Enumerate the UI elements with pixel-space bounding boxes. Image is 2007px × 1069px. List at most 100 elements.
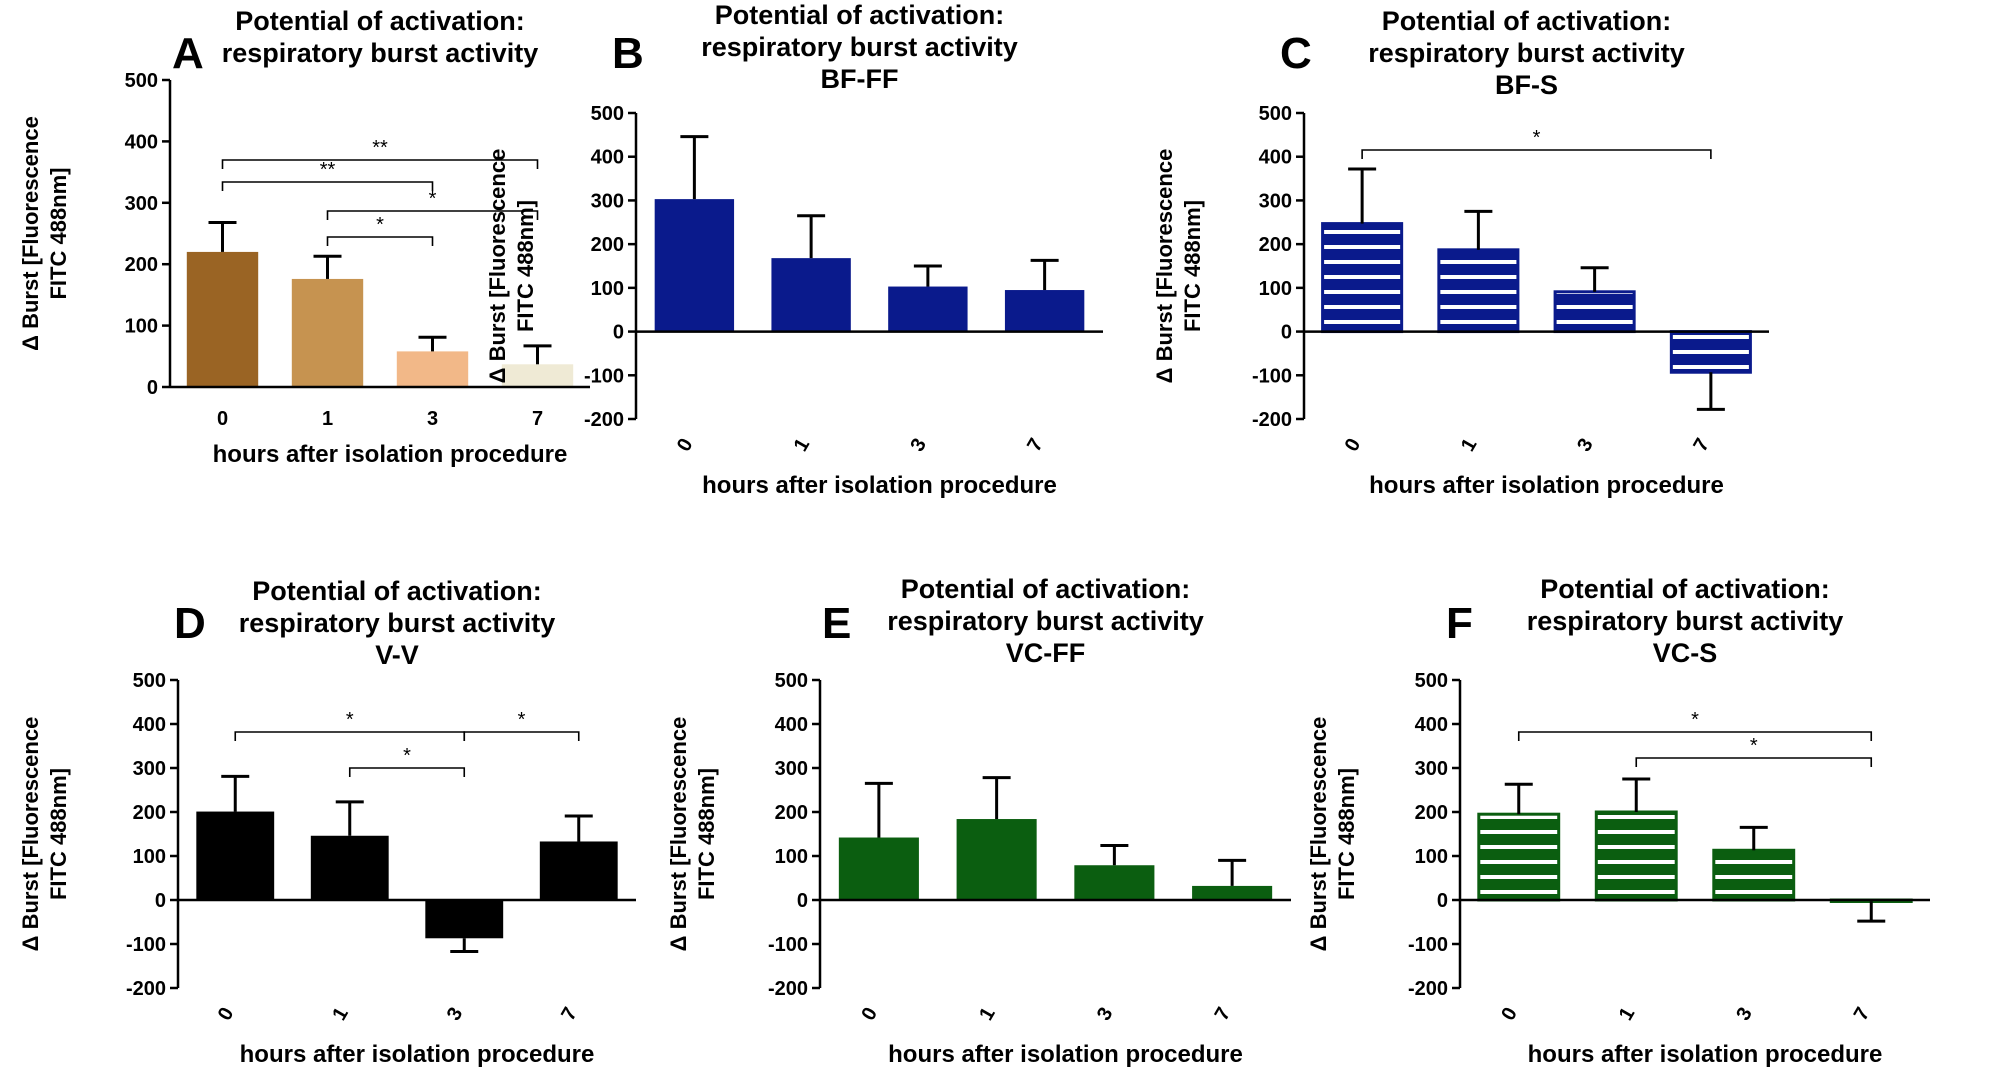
x-axis-label-f: hours after isolation procedure: [1528, 1041, 1883, 1068]
significance-bracket-d: [234, 731, 466, 741]
panel-e: E Potential of activation:respiratory bur…: [666, 574, 1291, 1068]
y-tick-label-f: 500: [1415, 670, 1448, 692]
y-tick-label-a: 400: [125, 131, 158, 153]
panel-d: D Potential of activation:respiratory bur…: [18, 576, 636, 1068]
panel-c: C Potential of activation:respiratory bur…: [1152, 6, 1769, 499]
y-tick-label-c: -100: [1252, 365, 1292, 387]
x-tick-label-a-1: 1: [322, 408, 333, 430]
y-axis-label-a-line2: FITC 488nm]: [46, 167, 71, 299]
chart-title-e-line2: respiratory burst activity: [887, 606, 1204, 636]
panel-letter-d: D: [174, 599, 206, 648]
y-tick-label-a: 0: [147, 377, 158, 399]
bar-c-0: [1321, 222, 1404, 334]
y-tick-label-b: -100: [584, 365, 624, 387]
chart-title-e-line3: VC-FF: [1006, 638, 1085, 668]
y-tick-label-b: 200: [591, 234, 624, 256]
chart-title-d-line1: Potential of activation:: [252, 576, 542, 606]
y-tick-label-e: 500: [775, 670, 808, 692]
x-tick-label-d-3: 3: [443, 1004, 468, 1025]
x-tick-label-b-0: 0: [673, 435, 698, 456]
x-tick-label-a-3: 3: [427, 408, 438, 430]
chart-title-f-line2: respiratory burst activity: [1527, 606, 1844, 636]
y-tick-label-b: -200: [584, 409, 624, 431]
significance-bracket-a: [326, 210, 539, 220]
x-tick-label-c-0: 0: [1341, 435, 1366, 456]
x-tick-label-a-7: 7: [532, 408, 543, 430]
y-axis-label-c-line1: Δ Burst [Fluorescence: [1152, 149, 1177, 384]
y-tick-label-a: 300: [125, 193, 158, 215]
bar-a-3: [396, 351, 469, 387]
y-axis-label-b-line1: Δ Burst [Fluorescence: [485, 149, 510, 384]
y-tick-label-e: 0: [797, 890, 808, 912]
y-tick-label-c: 500: [1259, 103, 1292, 125]
x-tick-label-e-7: 7: [1211, 1004, 1236, 1025]
significance-label-d: *: [518, 709, 526, 731]
x-tick-label-b-1: 1: [790, 435, 815, 456]
bar-a-0: [186, 251, 259, 387]
panel-letter-b: B: [612, 29, 644, 78]
y-tick-label-f: 400: [1415, 714, 1448, 736]
y-axis-label-e-line1: Δ Burst [Fluorescence: [666, 717, 691, 952]
y-tick-label-f: 200: [1415, 802, 1448, 824]
y-tick-label-a: 500: [125, 70, 158, 92]
bar-d-7: [539, 841, 618, 900]
panel-a: A Potential of activation:respiratory bur…: [18, 6, 590, 468]
y-tick-label-c: 100: [1259, 278, 1292, 300]
chart-title-d-line2: respiratory burst activity: [239, 608, 556, 638]
bar-f-0: [1477, 812, 1561, 902]
y-tick-label-f: 300: [1415, 758, 1448, 780]
y-tick-label-d: -100: [126, 934, 166, 956]
y-axis-label-a-line1: Δ Burst [Fluorescence: [18, 116, 43, 351]
bar-f-3: [1712, 848, 1796, 902]
panel-f: F Potential of activation:respiratory bur…: [1306, 574, 1930, 1068]
bar-e-0: [838, 837, 919, 900]
x-tick-label-e-3: 3: [1093, 1004, 1118, 1025]
chart-title-f-line1: Potential of activation:: [1540, 574, 1830, 604]
significance-bracket-a: [326, 236, 434, 246]
x-tick-label-a-0: 0: [217, 408, 228, 430]
panel-letter-a: A: [172, 29, 204, 78]
y-axis-label-b-line2: FITC 488nm]: [513, 200, 538, 332]
chart-title-d-line3: V-V: [375, 640, 419, 670]
chart-title-e-line1: Potential of activation:: [901, 574, 1191, 604]
x-tick-label-d-1: 1: [328, 1004, 353, 1025]
x-tick-label-f-0: 0: [1497, 1004, 1522, 1025]
x-axis-label-c: hours after isolation procedure: [1369, 472, 1724, 499]
bar-b-3: [888, 286, 968, 332]
y-tick-label-f: -100: [1408, 934, 1448, 956]
y-axis-label-d-line2: FITC 488nm]: [46, 768, 71, 900]
bar-b-7: [1004, 290, 1085, 332]
bar-b-0: [654, 199, 735, 332]
chart-title-b-line2: respiratory burst activity: [701, 32, 1018, 62]
y-axis-label-f-line1: Δ Burst [Fluorescence: [1306, 717, 1331, 952]
x-tick-label-c-3: 3: [1573, 435, 1598, 456]
bar-c-7: [1669, 330, 1752, 374]
significance-bracket-d: [463, 731, 580, 741]
significance-label-c: *: [1533, 127, 1541, 149]
x-tick-label-d-7: 7: [557, 1004, 582, 1025]
y-tick-label-b: 400: [591, 147, 624, 169]
x-tick-label-f-7: 7: [1850, 1004, 1875, 1025]
chart-title-a-line2: respiratory burst activity: [222, 38, 539, 68]
bar-a-1: [291, 278, 364, 387]
significance-label-f: *: [1750, 735, 1758, 757]
bar-f-1: [1594, 810, 1678, 902]
x-tick-label-e-0: 0: [857, 1004, 882, 1025]
bar-d-1: [310, 835, 389, 900]
y-tick-label-d: 500: [133, 670, 166, 692]
y-tick-label-d: 200: [133, 802, 166, 824]
chart-title-f-line3: VC-S: [1653, 638, 1718, 668]
x-tick-label-f-1: 1: [1615, 1004, 1640, 1025]
y-tick-label-e: -200: [768, 978, 808, 1000]
y-tick-label-c: 400: [1259, 147, 1292, 169]
bar-c-3: [1553, 290, 1636, 334]
significance-bracket-c: [1361, 149, 1712, 159]
y-tick-label-d: 0: [155, 890, 166, 912]
significance-label-a: **: [320, 159, 336, 181]
panel-b: B Potential of activation:respiratory bur…: [485, 0, 1103, 499]
y-tick-label-d: 300: [133, 758, 166, 780]
bar-e-1: [956, 819, 1037, 900]
bar-b-1: [771, 258, 851, 332]
y-tick-label-c: 300: [1259, 190, 1292, 212]
y-axis-label-e-line2: FITC 488nm]: [694, 768, 719, 900]
